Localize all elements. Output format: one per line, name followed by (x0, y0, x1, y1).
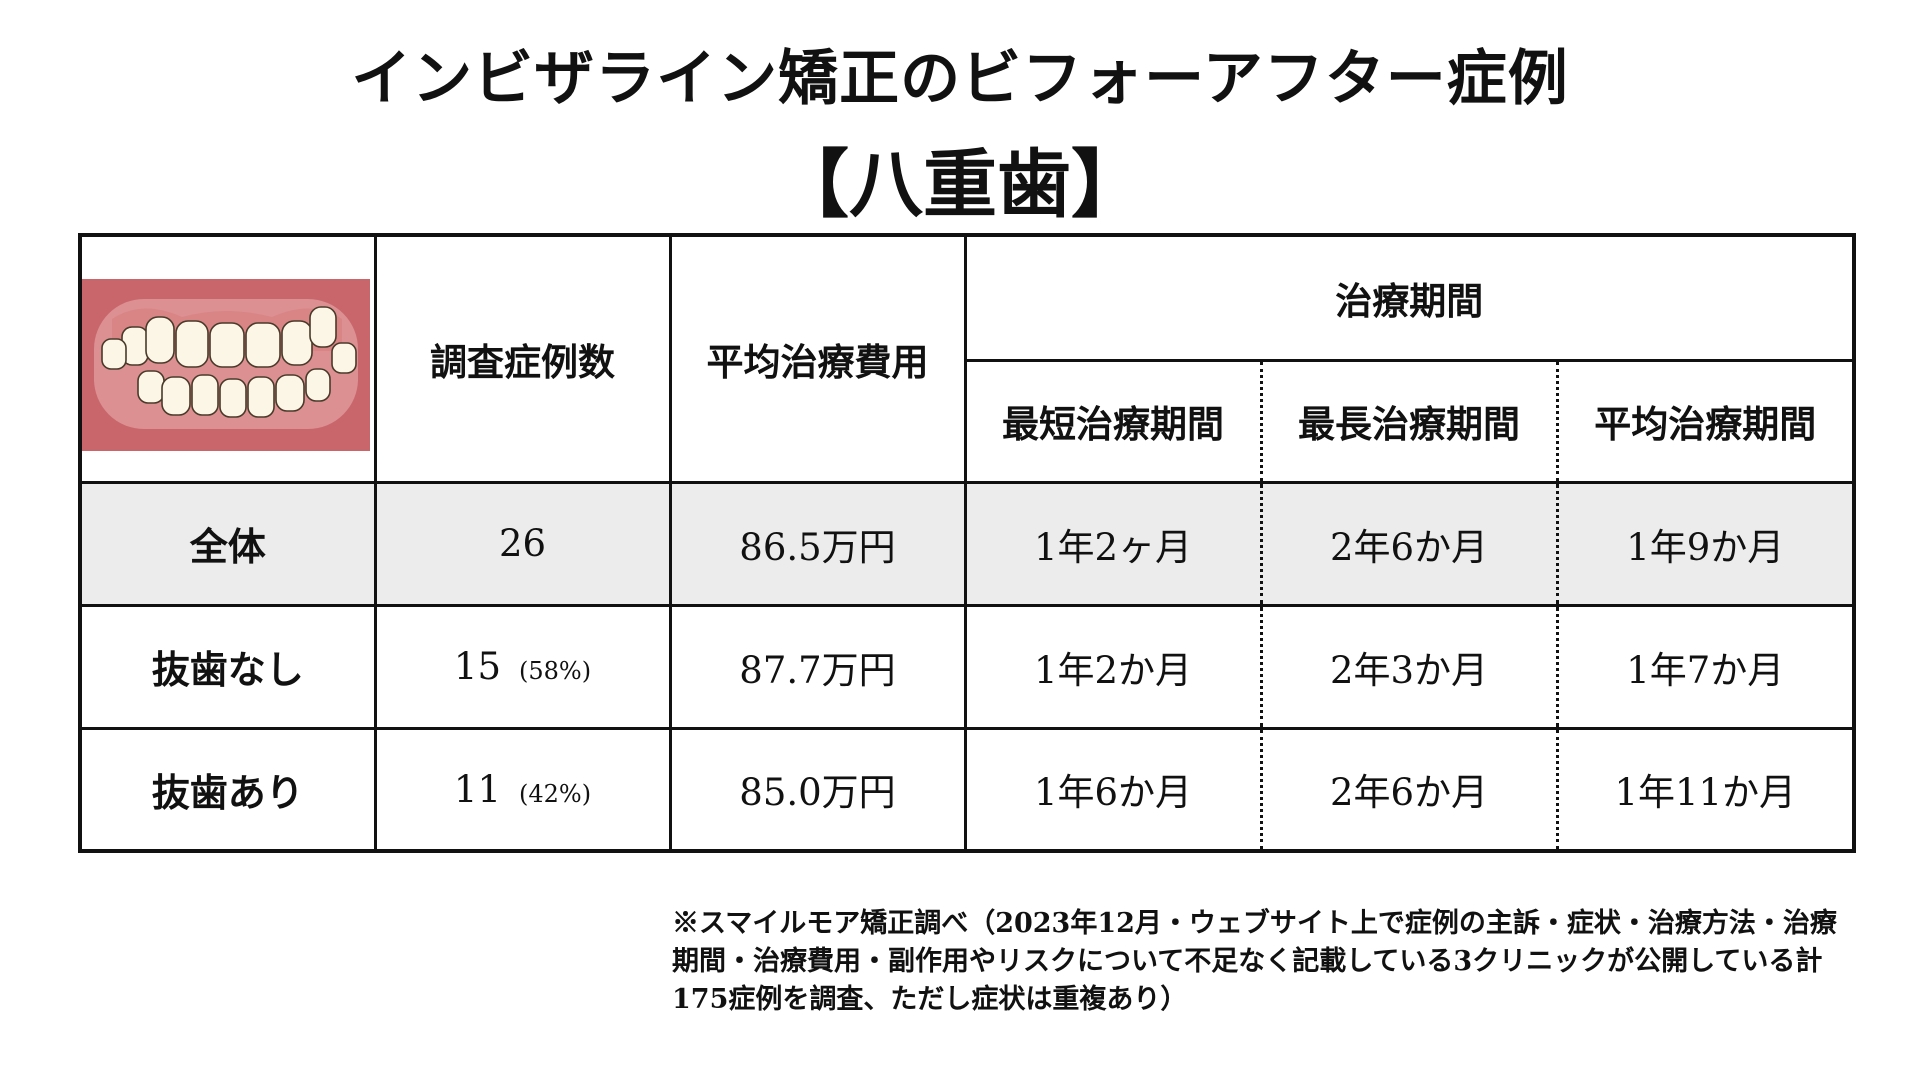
cases-cell: 15 (58%) (373, 603, 672, 730)
avg-cost: 86.5万円 (668, 480, 967, 607)
crooked-teeth-illustration (78, 233, 377, 484)
period-max: 2年3か月 (1259, 603, 1559, 730)
cases-count: 11 (453, 767, 501, 811)
row-label: 抜歯あり (78, 726, 377, 853)
header-period-min: 最短治療期間 (963, 358, 1263, 484)
cases-percent: (58%) (519, 657, 592, 685)
header-period-avg: 平均治療期間 (1555, 358, 1856, 484)
period-avg: 1年7か月 (1555, 603, 1856, 730)
period-min: 1年2ヶ月 (963, 480, 1263, 607)
cases-percent: (42%) (519, 779, 592, 808)
case-table: 調査症例数 平均治療費用 治療期間 最短治療期間 最長治療期間 平均治療期間 全… (78, 233, 1856, 853)
teeth-icon (82, 278, 370, 451)
period-max: 2年6か月 (1259, 480, 1559, 607)
cases-cell: 11 (42%) (373, 726, 672, 853)
row-label: 全体 (78, 480, 377, 607)
page-subtitle: 【八重歯】 (775, 142, 1145, 228)
period-max: 2年6か月 (1259, 726, 1559, 853)
footnote: ※スマイルモア矯正調べ（2023年12月・ウェブサイト上で症例の主訴・症状・治療… (672, 908, 1837, 1015)
table-row: 抜歯なし 15 (58%) 87.7万円 1年2か月 2年3か月 1年7か月 (78, 603, 1856, 730)
table-row: 抜歯あり 11 (42%) 85.0万円 1年6か月 2年6か月 1年11か月 (78, 726, 1856, 853)
table-row: 全体 26 86.5万円 1年2ヶ月 2年6か月 1年9か月 (78, 480, 1856, 607)
header-period-max: 最長治療期間 (1259, 358, 1559, 484)
cases-count: 26 (373, 480, 672, 607)
period-avg: 1年11か月 (1555, 726, 1856, 853)
period-min: 1年6か月 (963, 726, 1263, 853)
header-period: 治療期間 (963, 233, 1856, 362)
avg-cost: 87.7万円 (668, 603, 967, 730)
header-cases: 調査症例数 (373, 233, 672, 484)
header-avg-cost: 平均治療費用 (668, 233, 967, 484)
avg-cost: 85.0万円 (668, 726, 967, 853)
cases-count: 15 (453, 645, 501, 688)
period-min: 1年2か月 (963, 603, 1263, 730)
page-title: インビザライン矯正のビフォーアフター症例 (351, 44, 1569, 114)
row-label: 抜歯なし (78, 603, 377, 730)
period-avg: 1年9か月 (1555, 480, 1856, 607)
